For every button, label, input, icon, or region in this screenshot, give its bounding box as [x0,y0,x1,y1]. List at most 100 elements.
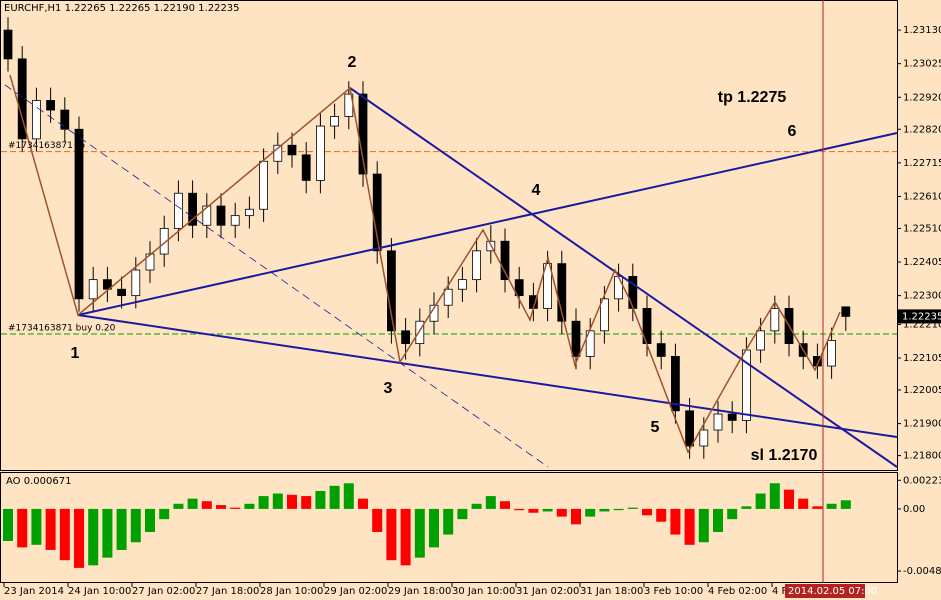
candle-body [244,208,254,217]
x-tick-label: 29 Jan 02:00 [324,586,387,597]
candle-body [671,356,680,412]
candle-body [401,330,411,345]
candle-body [443,288,453,306]
ao-bar [514,508,525,511]
ao-bar [145,508,155,532]
candle-body [60,109,70,130]
y-tick-label: 1.22510 [903,223,941,234]
ao-bar [755,493,766,509]
ao-bar [59,508,70,561]
ao-bar [173,503,184,509]
x-tick-label: 28 Jan 10:00 [260,586,323,597]
candle-body [17,58,27,140]
candles [1,17,897,459]
x-tick-label: 31 Jan 02:00 [516,586,579,597]
candle-body [3,29,13,60]
y-tick-label: 1.22610 [903,191,941,202]
ao-bar [116,508,127,550]
buy-label: #1734163871 buy 0.20 [8,324,116,334]
candle-body [500,240,510,281]
x-tick-label: 29 Jan 18:00 [388,586,451,597]
ao-bar [358,498,368,509]
ao-bar [571,508,581,525]
ao-bar [429,508,439,548]
ao-bar [840,500,851,509]
current-price-box [898,309,941,324]
ao-bar [17,508,28,548]
dashed-trendline [4,84,549,468]
x-tick-label: 27 Jan 02:00 [132,586,195,597]
wave-label: 2 [348,54,357,71]
x-tick-label: 27 Jan 18:00 [196,586,259,597]
y-tick-label: 1.22005 [903,385,941,396]
cursor-time: 2014.02.05 07:00 [788,586,877,597]
ao-bar [826,503,837,509]
y-tick-label: 1.23025 [903,59,941,70]
candle-body [514,279,524,297]
ao-bar [45,508,56,550]
ao-bar [301,496,312,509]
ao-bar [258,496,269,509]
candle-body [543,263,552,309]
y-tick-label: 1.21900 [903,419,941,430]
ao-bar [585,508,596,517]
ao-bar [400,508,411,566]
ao-bar [31,508,42,545]
ao-bar [684,508,695,545]
y-tick-label: 1.22920 [903,92,941,103]
candle-body [841,306,851,317]
y-tick-label: 1.23130 [903,25,941,36]
candle-body [315,125,325,181]
candle-body [230,215,240,226]
ao-bar [216,505,226,509]
candle-body [614,276,623,300]
candle-body [273,144,283,162]
ao-bar [3,508,13,541]
candle-body [131,269,141,297]
candle-body [330,116,340,127]
x-tick-label: 30 Jan 10:00 [452,586,515,597]
y-tick-label: -0.00485 [903,566,941,577]
candle-body [415,320,425,345]
candle-body [656,343,666,357]
ao-bar [102,508,113,558]
ao-bar [343,483,354,509]
trendline [77,132,898,316]
ao-bar [556,508,567,517]
candle-body [770,308,780,332]
trendline [349,87,898,468]
ao-bar [187,498,198,509]
current-price-label: 1.22235 [902,311,941,322]
tp-label: #1734163871 tp [8,141,85,151]
ao-bar [500,501,510,509]
price-panel [0,0,898,471]
candle-body [32,100,41,140]
wave-label: 6 [788,123,797,140]
candle-body [827,340,836,367]
candle-body [173,192,183,229]
candle-body [301,154,311,181]
ao-bar [627,507,638,509]
chart-title: EURCHF,H1 1.22265 1.22265 1.22190 1.2223… [4,3,240,14]
ao-bar [457,508,468,520]
candle-body [557,263,567,322]
ao-bar [329,485,340,509]
x-tick-label: 3 Feb 10:00 [644,586,703,597]
ao-bar [812,506,823,509]
ao-bar [443,508,454,535]
y-tick-label: 1.22210 [903,319,941,330]
candle-body [88,279,98,300]
ao-bar [784,489,794,509]
ao-bar [713,508,723,532]
candle-body [103,279,112,290]
candle-body [472,250,482,281]
ao-bar [599,508,610,512]
ao-bar [613,508,624,511]
ao-bar [698,508,709,543]
ao-bar [656,508,667,522]
ao-bar [159,508,170,520]
ao-bar [485,496,496,509]
candle-body [727,413,737,421]
drawings [4,0,898,583]
